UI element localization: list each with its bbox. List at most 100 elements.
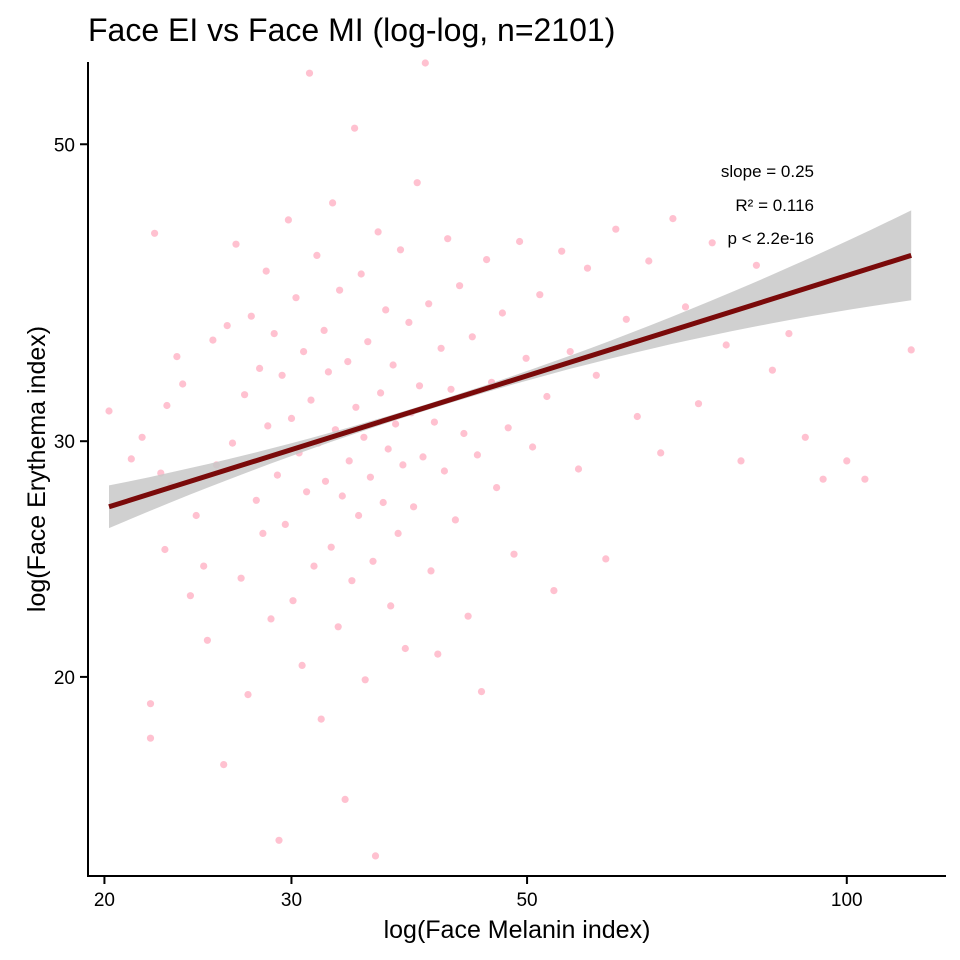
data-point bbox=[127, 455, 135, 463]
x-tick-label: 20 bbox=[94, 890, 115, 911]
data-point bbox=[419, 453, 427, 461]
data-point bbox=[366, 473, 374, 481]
y-axis-title: log(Face Erythema index) bbox=[23, 326, 51, 612]
data-point bbox=[270, 330, 278, 338]
data-point bbox=[722, 341, 730, 349]
data-point bbox=[267, 615, 275, 623]
data-point bbox=[382, 306, 390, 314]
data-point bbox=[394, 529, 402, 538]
data-point bbox=[138, 433, 146, 441]
annotation-slope: slope = 0.25 bbox=[721, 162, 814, 181]
data-point bbox=[287, 414, 296, 422]
data-point bbox=[522, 354, 530, 362]
data-point bbox=[785, 330, 793, 338]
regression-line bbox=[108, 252, 912, 510]
data-point bbox=[389, 361, 397, 369]
data-point bbox=[334, 623, 342, 631]
data-point bbox=[752, 261, 761, 269]
data-point bbox=[861, 475, 869, 483]
data-point bbox=[203, 636, 211, 644]
data-point bbox=[421, 59, 429, 67]
data-point bbox=[173, 353, 181, 361]
data-point bbox=[371, 852, 380, 860]
data-point bbox=[681, 303, 690, 311]
data-point bbox=[228, 439, 237, 447]
data-point bbox=[259, 529, 267, 538]
data-point bbox=[209, 336, 217, 344]
data-point bbox=[262, 267, 270, 275]
data-point bbox=[645, 257, 653, 265]
data-point bbox=[329, 199, 337, 207]
data-point bbox=[360, 433, 368, 441]
data-point bbox=[430, 418, 438, 426]
data-point bbox=[289, 597, 297, 605]
y-ticks: 20 30 50 bbox=[54, 135, 88, 689]
data-point bbox=[379, 498, 387, 507]
data-point bbox=[300, 348, 308, 356]
data-point bbox=[348, 577, 356, 585]
data-point bbox=[633, 412, 641, 421]
y-tick-label: 50 bbox=[54, 135, 75, 156]
data-point bbox=[392, 420, 400, 428]
data-point bbox=[460, 429, 468, 438]
data-point bbox=[434, 650, 442, 658]
data-point bbox=[536, 291, 544, 299]
data-point bbox=[405, 318, 413, 326]
data-point bbox=[313, 251, 321, 259]
data-point bbox=[413, 179, 421, 187]
data-point bbox=[399, 461, 407, 469]
x-tick-label: 50 bbox=[516, 890, 537, 911]
data-point bbox=[232, 240, 240, 248]
data-point bbox=[550, 587, 558, 595]
data-point bbox=[583, 264, 592, 272]
data-point bbox=[275, 836, 283, 844]
data-point bbox=[566, 348, 574, 356]
data-point bbox=[305, 69, 314, 77]
annotation-p-value: p < 2.2e-16 bbox=[728, 229, 815, 248]
data-point bbox=[327, 543, 335, 551]
data-point bbox=[415, 382, 424, 390]
data-point bbox=[498, 309, 506, 317]
data-point bbox=[307, 396, 315, 404]
data-point bbox=[264, 422, 272, 430]
data-point bbox=[345, 457, 353, 465]
data-point bbox=[284, 216, 292, 224]
data-point bbox=[163, 401, 171, 410]
data-point bbox=[602, 555, 610, 563]
data-point bbox=[622, 315, 630, 323]
data-point bbox=[105, 407, 113, 415]
data-point bbox=[324, 368, 332, 376]
data-point bbox=[273, 471, 281, 479]
data-point bbox=[244, 691, 252, 699]
data-point bbox=[317, 715, 325, 723]
data-point bbox=[592, 371, 600, 379]
data-point bbox=[351, 124, 359, 132]
data-point bbox=[237, 574, 245, 582]
data-point bbox=[456, 282, 464, 290]
data-point bbox=[292, 294, 300, 302]
data-point bbox=[369, 557, 377, 565]
data-point bbox=[352, 403, 360, 411]
data-point bbox=[657, 449, 665, 457]
data-point bbox=[440, 467, 448, 475]
data-point bbox=[377, 389, 385, 397]
data-point bbox=[341, 795, 349, 804]
data-point bbox=[737, 457, 745, 465]
data-point bbox=[401, 644, 409, 653]
data-point bbox=[694, 400, 703, 408]
data-point bbox=[220, 761, 228, 769]
data-point bbox=[493, 484, 501, 492]
data-point bbox=[669, 215, 677, 223]
data-point bbox=[819, 475, 827, 483]
points-layer bbox=[105, 59, 915, 860]
x-axis-title: log(Face Melanin index) bbox=[384, 916, 651, 944]
data-point bbox=[321, 477, 330, 485]
x-ticks: 20 30 50 100 bbox=[94, 876, 863, 911]
data-point bbox=[179, 380, 187, 388]
data-point bbox=[320, 326, 328, 334]
data-point bbox=[252, 496, 260, 504]
data-point bbox=[510, 550, 518, 558]
data-point bbox=[355, 511, 363, 520]
confidence-band bbox=[109, 210, 912, 529]
